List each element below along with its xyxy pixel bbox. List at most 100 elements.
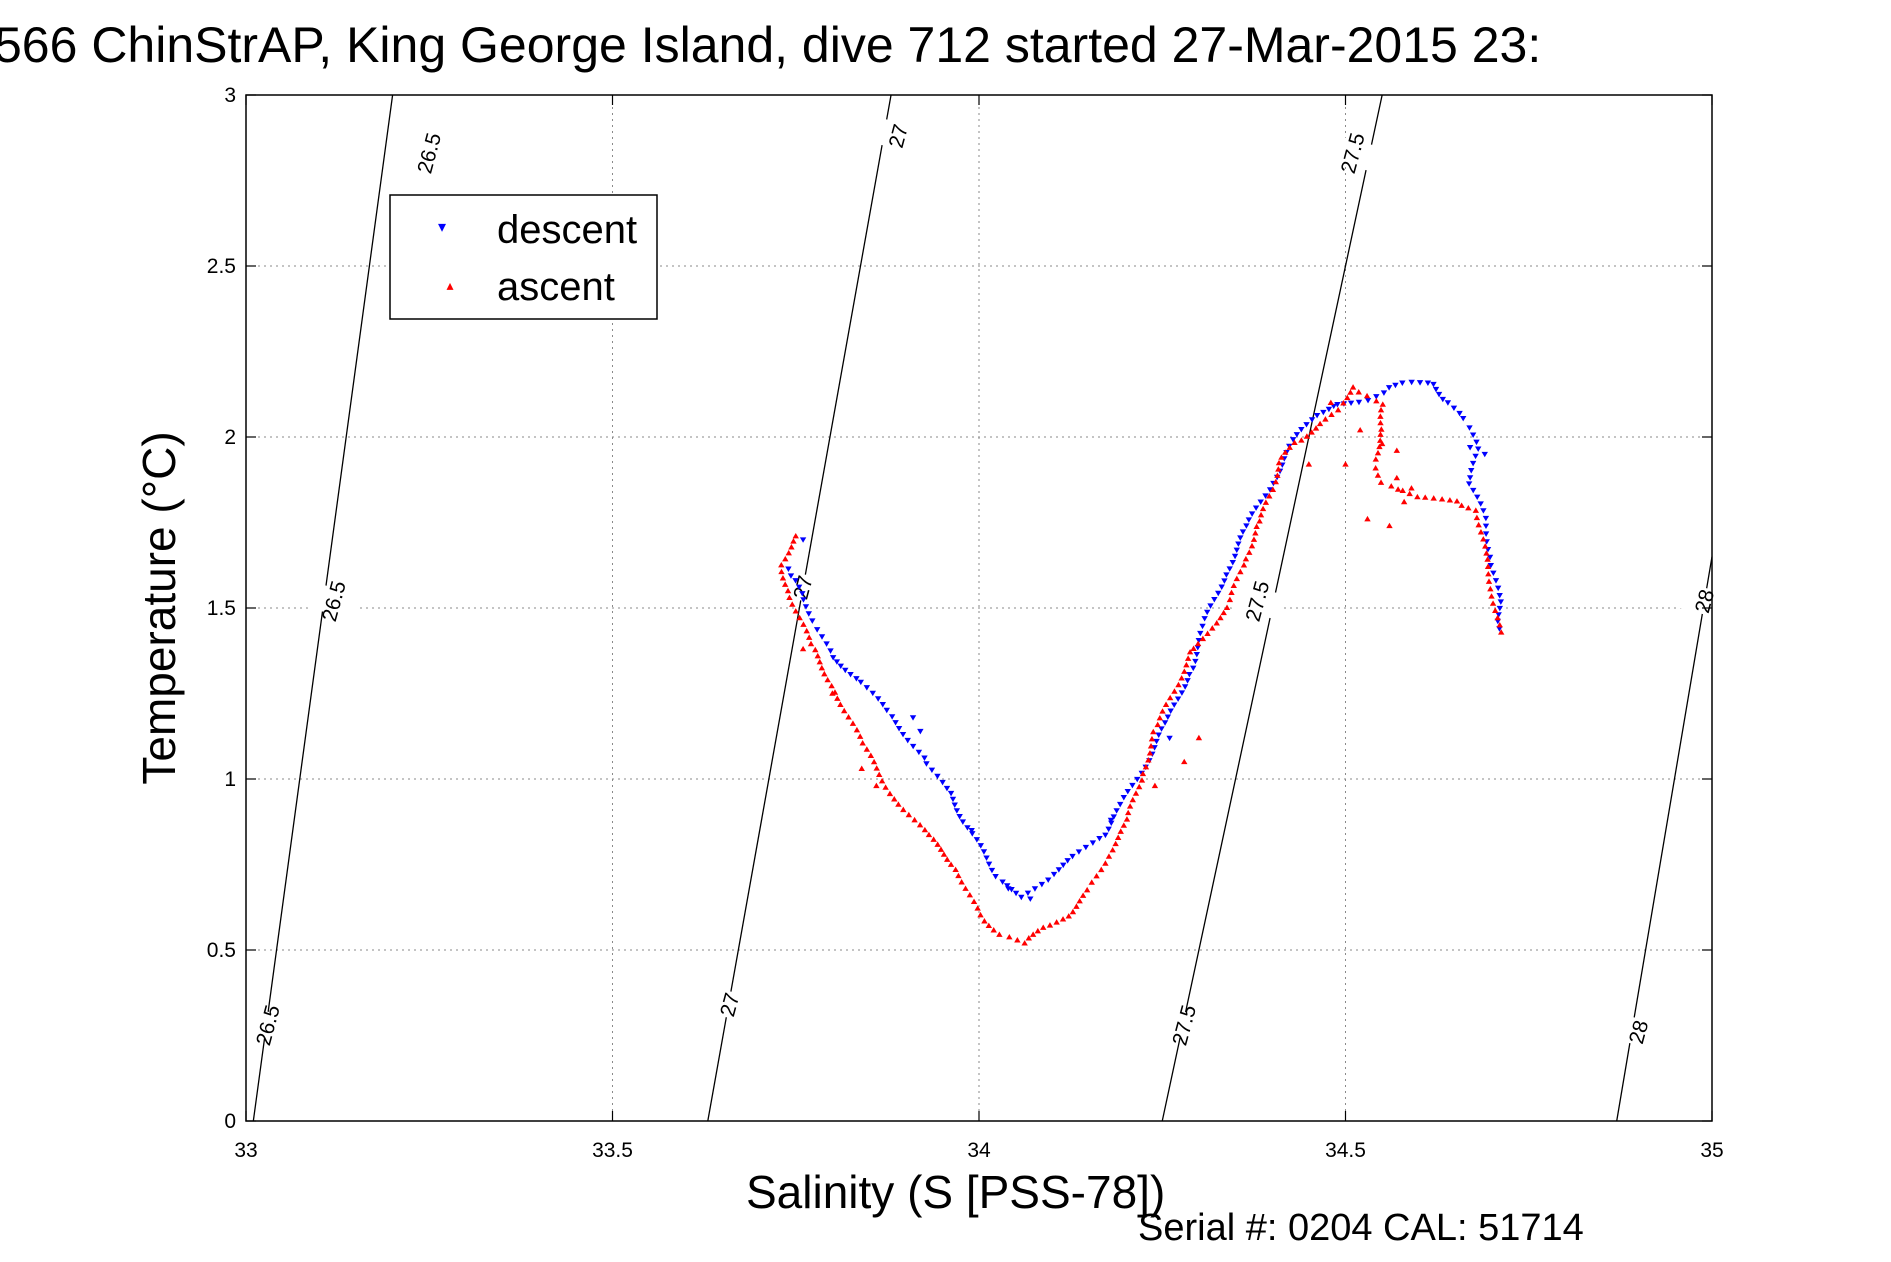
data-point-descent — [1466, 445, 1474, 451]
data-point-descent — [1469, 460, 1477, 467]
data-point-descent — [1164, 714, 1172, 720]
data-point-ascent — [1269, 486, 1277, 492]
data-point-ascent — [1025, 935, 1032, 941]
data-point-descent — [1496, 605, 1504, 612]
data-point-descent — [921, 755, 928, 761]
data-point-ascent — [1372, 456, 1379, 462]
data-point-descent — [1186, 671, 1193, 678]
legend-label-ascent: ascent — [497, 265, 615, 309]
data-point-descent — [1050, 871, 1058, 878]
data-point-ascent — [786, 594, 793, 601]
data-point-ascent — [943, 856, 951, 862]
data-point-descent — [1239, 529, 1247, 535]
data-point-descent — [1325, 406, 1333, 413]
data-point-descent — [809, 618, 816, 624]
data-point-descent — [1298, 427, 1305, 433]
data-point-ascent — [1159, 708, 1166, 714]
data-point-ascent — [1492, 607, 1499, 613]
isopycnal-label-bg — [1326, 134, 1380, 172]
data-point-ascent — [788, 544, 795, 550]
data-point-descent — [1004, 883, 1011, 889]
isopycnal-label-bg — [871, 117, 925, 155]
data-point-ascent — [834, 695, 841, 701]
data-point-descent — [1031, 886, 1039, 892]
data-point-descent — [1181, 684, 1189, 690]
data-point-ascent — [1257, 511, 1265, 518]
data-point-ascent — [1377, 419, 1384, 426]
data-point-descent — [1110, 814, 1117, 820]
data-point-ascent — [1109, 846, 1116, 853]
data-point-descent — [1456, 410, 1463, 417]
isopycnal-line-27 — [707, 94, 892, 1122]
data-point-descent — [874, 696, 882, 702]
data-point-descent — [923, 761, 930, 767]
data-point-ascent — [1393, 474, 1401, 481]
data-point-ascent — [974, 905, 981, 911]
data-point-ascent — [1145, 757, 1152, 763]
data-point-descent — [1194, 645, 1201, 651]
data-point-ascent — [1171, 688, 1178, 694]
data-point-ascent — [1162, 701, 1170, 707]
data-point-ascent — [867, 752, 875, 758]
data-point-descent — [1055, 867, 1063, 873]
data-point-ascent — [985, 922, 993, 929]
data-point-descent — [1134, 776, 1141, 783]
data-point-ascent — [1237, 568, 1244, 575]
data-point-descent — [1089, 840, 1097, 846]
data-point-ascent — [962, 885, 969, 891]
data-point-descent — [899, 731, 907, 738]
data-point-ascent — [1376, 443, 1383, 450]
data-point-ascent — [1139, 770, 1147, 777]
data-point-ascent — [1347, 389, 1354, 395]
data-point-ascent — [1414, 493, 1421, 500]
data-point-ascent — [1377, 431, 1384, 437]
data-point-ascent — [878, 777, 886, 784]
data-point-descent — [1252, 505, 1260, 511]
serial-cal-text: Serial #: 0204 CAL: 51714 — [1138, 1207, 1584, 1249]
data-point-ascent — [856, 733, 864, 739]
data-point-descent — [1218, 584, 1225, 590]
data-point-descent — [980, 849, 988, 855]
data-point-descent — [947, 790, 955, 797]
data-point-descent — [1107, 817, 1115, 824]
data-point-ascent — [1029, 931, 1037, 937]
data-point-descent — [1262, 493, 1269, 499]
data-point-ascent — [1181, 758, 1188, 765]
data-point-ascent — [1059, 916, 1067, 922]
data-point-descent — [1045, 877, 1052, 883]
data-point-descent — [813, 627, 821, 633]
data-point-descent — [1129, 782, 1136, 789]
data-point-descent — [1364, 397, 1372, 404]
data-point-ascent — [1226, 596, 1234, 603]
data-point-ascent — [1124, 809, 1132, 816]
data-point-descent — [837, 663, 844, 670]
data-point-descent — [1432, 386, 1440, 393]
data-point-ascent — [921, 826, 929, 833]
data-point-descent — [943, 785, 951, 792]
data-point-ascent — [1286, 444, 1293, 450]
data-point-descent — [1494, 585, 1502, 592]
data-point-ascent — [779, 575, 787, 581]
data-point-descent — [847, 671, 854, 678]
data-point-ascent — [858, 765, 865, 771]
data-point-descent — [805, 611, 812, 617]
data-point-ascent — [1132, 790, 1140, 796]
data-point-descent — [792, 578, 799, 584]
data-point-ascent — [1105, 853, 1113, 859]
data-point-descent — [1257, 499, 1264, 505]
data-point-descent — [1424, 380, 1432, 386]
isopycnal-label-bg — [241, 1006, 295, 1045]
data-point-descent — [1108, 820, 1115, 827]
data-point-descent — [968, 828, 975, 834]
data-point-ascent — [1498, 629, 1505, 635]
data-point-descent — [1069, 853, 1076, 860]
data-point-ascent — [1209, 625, 1216, 631]
y-axis-label: Temperature (°C) — [133, 431, 185, 784]
data-point-ascent — [925, 831, 933, 838]
data-point-ascent — [882, 784, 889, 790]
data-point-descent — [1190, 665, 1197, 672]
data-point-ascent — [1327, 399, 1335, 406]
data-point-ascent — [1363, 392, 1371, 399]
data-point-descent — [1482, 523, 1490, 530]
data-point-ascent — [778, 561, 785, 568]
